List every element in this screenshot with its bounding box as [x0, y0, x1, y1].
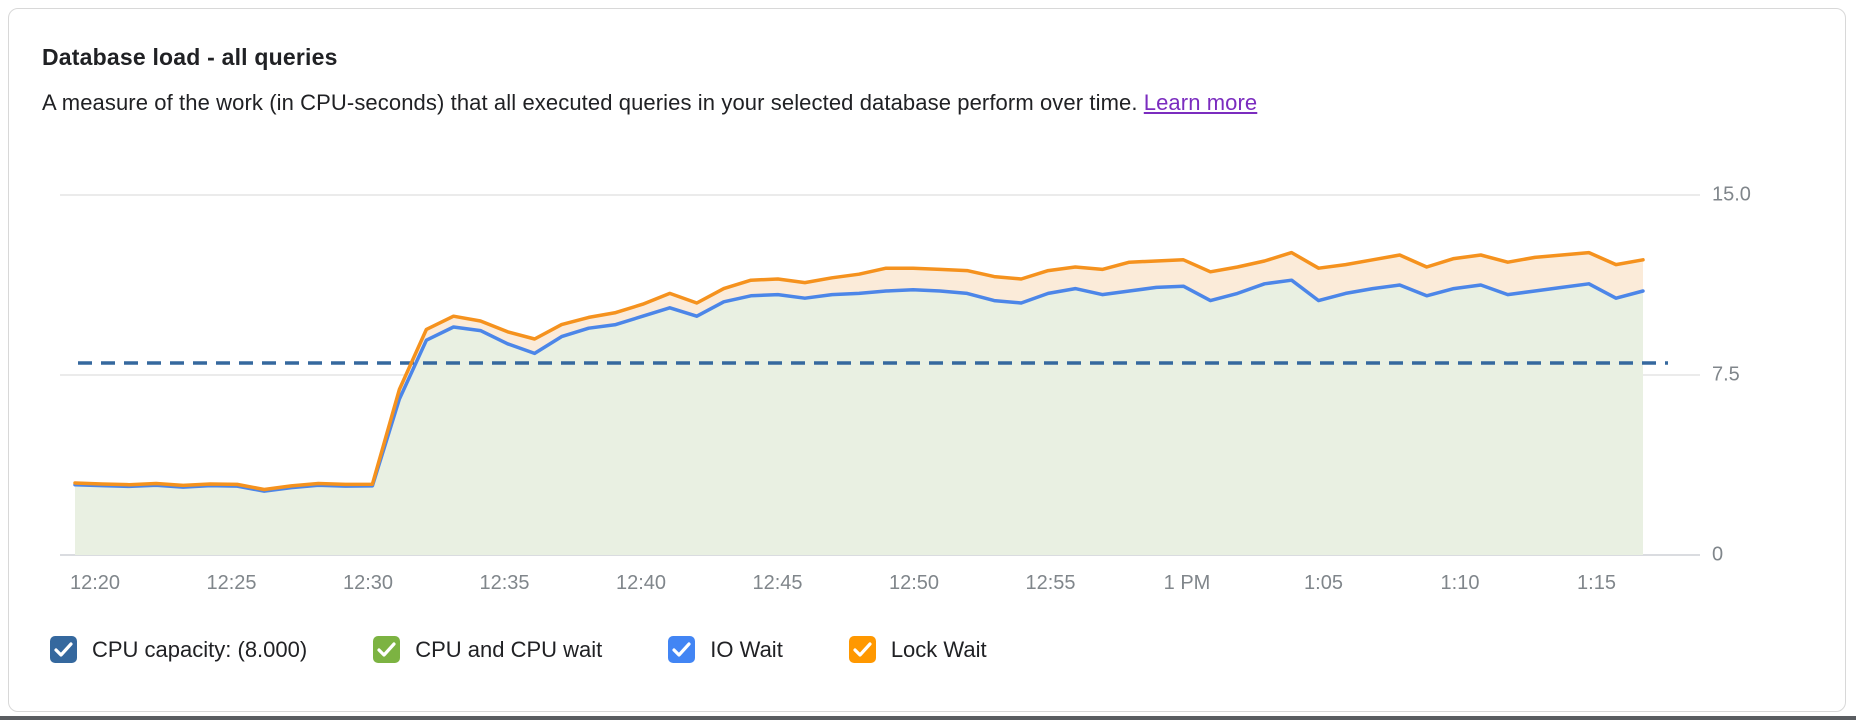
x-axis-label: 12:40 — [615, 572, 667, 594]
cpu-and-cpu-wait-area — [75, 280, 1643, 555]
checkbox-checked-icon[interactable] — [668, 636, 696, 663]
x-axis-label: 1:10 — [1440, 572, 1480, 594]
legend-label: CPU capacity: (8.000) — [92, 636, 308, 662]
legend-label: IO Wait — [710, 636, 783, 662]
checkmark-icon — [672, 642, 691, 657]
legend-item-lock-wait[interactable]: Lock Wait — [848, 636, 987, 663]
x-axis-label: 1:15 — [1577, 572, 1616, 594]
page-title: Database load - all queries — [42, 44, 338, 70]
bottom-divider — [0, 716, 1856, 720]
lock-wait-line — [73, 250, 1645, 492]
x-axis-label: 12:30 — [342, 572, 394, 594]
learn-more-link[interactable]: Learn more — [1143, 90, 1258, 115]
y-axis-label: 15.0 — [1712, 183, 1751, 206]
checkmark-icon — [54, 642, 73, 657]
checkbox-checked-icon[interactable] — [50, 636, 77, 663]
chart-description-text: A measure of the work (in CPU-seconds) t… — [42, 90, 1138, 115]
y-axis-label: 0 — [1712, 543, 1724, 566]
x-axis-label: 12:50 — [888, 572, 940, 594]
x-axis-label: 12:20 — [69, 572, 121, 594]
x-axis-label: 12:35 — [479, 572, 530, 594]
checkbox-checked-icon[interactable] — [373, 636, 401, 663]
checkmark-icon — [377, 642, 396, 657]
y-axis-label: 7.5 — [1712, 363, 1740, 386]
legend-label: Lock Wait — [890, 636, 987, 662]
legend-item-cpu-and-cpu-wait[interactable]: CPU and CPU wait — [373, 636, 602, 663]
chart-legend: CPU capacity: (8.000) CPU and CPU wait IO … — [50, 636, 987, 663]
x-axis-label: 12:55 — [1025, 572, 1076, 594]
legend-item-cpu-capacity-8-000[interactable]: CPU capacity: (8.000) — [50, 636, 307, 663]
checkmark-icon — [853, 642, 872, 657]
checkbox-checked-icon[interactable] — [848, 636, 876, 663]
legend-item-io-wait[interactable]: IO Wait — [668, 636, 783, 663]
x-axis-label: 12:25 — [206, 572, 257, 594]
chart-plot-area[interactable] — [60, 170, 1700, 555]
legend-label: CPU and CPU wait — [415, 636, 603, 662]
x-axis-label: 12:45 — [752, 572, 803, 594]
x-axis-label: 1 PM — [1163, 572, 1211, 594]
x-axis-label: 1:05 — [1304, 572, 1343, 594]
chart-description: A measure of the work (in CPU-seconds) t… — [42, 90, 1257, 116]
io-lock-wait-band — [75, 252, 1643, 492]
